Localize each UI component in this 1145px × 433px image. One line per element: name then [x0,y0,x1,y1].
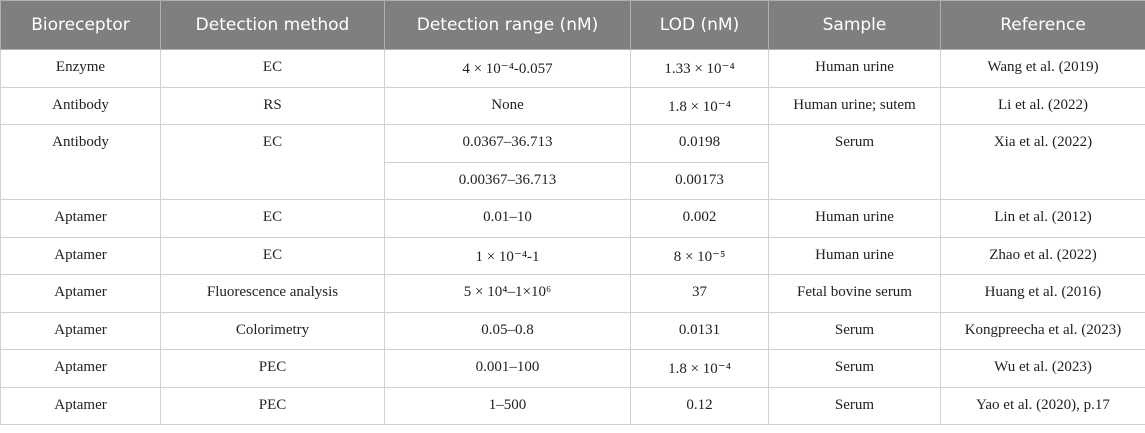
table-cell: Antibody [0,124,161,200]
table-cell: Zhao et al. (2022) [940,236,1145,275]
header-cell: Detection method [160,0,385,50]
table-cell: Serum [768,386,941,425]
table-cell: EC [160,124,385,200]
table-cell: RS [160,86,385,125]
table-cell: Fluorescence analysis [160,274,385,313]
table-cell: 1.8 × 10⁻⁴ [630,349,769,388]
header-cell: LOD (nM) [630,0,769,50]
table-cell: Kongpreecha et al. (2023) [940,311,1145,350]
table-cell: 1–500 [384,386,631,425]
table-body: Enzyme EC 4 × 10⁻⁴-0.057 1.33 × 10⁻⁴ Human u… [0,49,1145,425]
table-cell: 0.0198 [630,124,769,163]
table-cell: 0.001–100 [384,349,631,388]
table-row: Antibody EC 0.0367–36.713 0.0198 Serum Xia et… [0,124,1145,200]
table-row: Aptamer EC 1 × 10⁻⁴-1 8 × 10⁻⁵ Human urine Zh… [0,236,1145,275]
table-cell: Serum [768,124,941,200]
header-row: Bioreceptor Detection method Detection r… [0,0,1145,50]
table-cell: Antibody [0,86,161,125]
table-cell: Aptamer [0,349,161,388]
table-cell: EC [160,49,385,88]
table-cell: 0.01–10 [384,199,631,238]
table-cell: PEC [160,386,385,425]
header-cell: Detection range (nM) [384,0,631,50]
table-cell: 0.0131 [630,311,769,350]
table-cell: Human urine [768,236,941,275]
table-row: 0.00367–36.713 0.00173 [1,161,1145,200]
header-cell: Bioreceptor [0,0,161,50]
table-cell: PEC [160,349,385,388]
table-cell: 4 × 10⁻⁴-0.057 [384,49,631,88]
table-row: Antibody RS None 1.8 × 10⁻⁴ Human urine; sut… [0,86,1145,125]
table-row: Aptamer Colorimetry 0.05–0.8 0.0131 Serum Kon… [0,311,1145,350]
table-cell: 0.12 [630,386,769,425]
table-cell: Aptamer [0,199,161,238]
table-cell: Huang et al. (2016) [940,274,1145,313]
table-row: Aptamer Fluorescence analysis 5 × 10⁴–1×10… [0,274,1145,313]
table-cell: 0.002 [630,199,769,238]
table-cell: Xia et al. (2022) [940,124,1145,200]
table-cell: 1.8 × 10⁻⁴ [630,86,769,125]
table-cell: 5 × 10⁴–1×10⁶ [384,274,631,313]
table-cell: Li et al. (2022) [940,86,1145,125]
table-cell: Enzyme [0,49,161,88]
table-cell: Wang et al. (2019) [940,49,1145,88]
table-cell: 0.00367–36.713 [384,161,631,200]
table-cell: Aptamer [0,311,161,350]
table-cell: EC [160,236,385,275]
table-cell: Human urine [768,199,941,238]
table-cell: 0.00173 [630,161,769,200]
table-cell: 37 [630,274,769,313]
table-cell: Fetal bovine serum [768,274,941,313]
table-cell: Aptamer [0,386,161,425]
table-cell: 0.0367–36.713 [384,124,631,163]
table-cell: Serum [768,311,941,350]
table-cell: Colorimetry [160,311,385,350]
table-cell: Aptamer [0,274,161,313]
table-cell: Lin et al. (2012) [940,199,1145,238]
table-row: Aptamer PEC 1–500 0.12 Serum Yao et al. (2020… [0,386,1145,425]
table-cell: 8 × 10⁻⁵ [630,236,769,275]
table-cell: Yao et al. (2020), p.17 [940,386,1145,425]
table-cell: 1.33 × 10⁻⁴ [630,49,769,88]
table-cell: Human urine; sutem [768,86,941,125]
table-cell: Human urine [768,49,941,88]
header-cell: Sample [768,0,941,50]
table-row: Aptamer PEC 0.001–100 1.8 × 10⁻⁴ Serum Wu et … [0,349,1145,388]
header-cell: Reference [940,0,1145,50]
table-cell: Serum [768,349,941,388]
table-cell: Wu et al. (2023) [940,349,1145,388]
table-cell: Aptamer [0,236,161,275]
table-cell: EC [160,199,385,238]
table-row: Aptamer EC 0.01–10 0.002 Human urine Lin et a… [0,199,1145,238]
table-cell: 1 × 10⁻⁴-1 [384,236,631,275]
table-cell: 0.05–0.8 [384,311,631,350]
table-row: Enzyme EC 4 × 10⁻⁴-0.057 1.33 × 10⁻⁴ Human u… [0,49,1145,88]
table-cell: None [384,86,631,125]
